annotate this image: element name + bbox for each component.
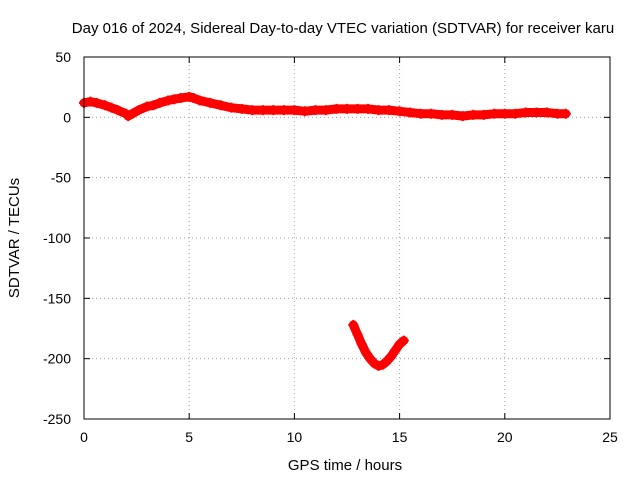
data-point <box>194 95 205 106</box>
data-point <box>163 95 174 106</box>
data-point <box>560 108 571 119</box>
data-point <box>478 109 489 120</box>
series-0 <box>79 91 571 122</box>
y-tick-label: 50 <box>55 49 71 65</box>
data-point <box>373 105 384 116</box>
data-point <box>531 107 542 118</box>
data-point <box>356 339 367 350</box>
data-point <box>215 100 226 111</box>
data-point <box>405 107 416 118</box>
chart-title: Day 016 of 2024, Sidereal Day-to-day VTE… <box>72 20 614 37</box>
data-point <box>499 108 510 119</box>
data-point <box>175 93 186 104</box>
data-point <box>541 107 552 118</box>
axis-ticks: 0 5 10 15 20 25 50 0 -50 -100 -150 -200 -250 <box>43 49 618 445</box>
data-points <box>79 91 571 371</box>
data-point <box>468 109 479 120</box>
data-point <box>154 97 165 108</box>
data-point <box>169 94 180 105</box>
data-point <box>331 103 342 114</box>
data-point <box>384 105 395 116</box>
data-point <box>257 105 268 116</box>
data-point <box>188 93 199 104</box>
data-point <box>289 105 300 116</box>
y-tick-label: -150 <box>43 290 71 306</box>
x-tick-label: 25 <box>602 429 618 445</box>
data-point <box>386 351 397 362</box>
data-point <box>278 105 289 116</box>
data-point <box>510 108 521 119</box>
data-point <box>91 97 102 108</box>
x-axis-label: GPS time / hours <box>288 457 402 474</box>
data-point <box>247 105 258 116</box>
data-point <box>390 345 401 356</box>
x-tick-label: 0 <box>80 429 88 445</box>
data-point <box>447 109 458 120</box>
y-axis-label: SDTVAR / TECUs <box>6 178 23 298</box>
data-point <box>148 100 159 111</box>
data-point <box>352 329 363 340</box>
data-point <box>363 103 374 114</box>
data-point <box>348 319 359 330</box>
data-point <box>360 347 371 358</box>
x-tick-label: 5 <box>185 429 193 445</box>
data-point <box>106 102 117 113</box>
data-point <box>520 107 531 118</box>
data-point <box>236 103 247 114</box>
data-point <box>100 100 111 111</box>
data-point <box>394 106 405 117</box>
data-point <box>552 108 563 119</box>
series-1 <box>348 319 409 371</box>
y-tick-label: -50 <box>51 170 71 186</box>
data-point <box>352 103 363 114</box>
data-point <box>489 108 500 119</box>
data-point <box>268 105 279 116</box>
data-point <box>133 105 144 116</box>
y-tick-label: 0 <box>63 109 71 125</box>
data-point <box>426 108 437 119</box>
data-point <box>226 102 237 113</box>
data-point <box>457 111 468 122</box>
y-tick-label: -250 <box>43 411 71 427</box>
data-point <box>127 108 138 119</box>
data-point <box>299 106 310 117</box>
data-point <box>85 96 96 107</box>
data-point <box>310 105 321 116</box>
data-point <box>415 108 426 119</box>
x-tick-label: 20 <box>497 429 513 445</box>
data-point <box>342 103 352 114</box>
data-point <box>112 105 123 116</box>
x-tick-label: 15 <box>392 429 408 445</box>
y-tick-label: -200 <box>43 351 71 367</box>
data-point <box>142 101 153 112</box>
y-tick-label: -100 <box>43 230 71 246</box>
data-point <box>436 109 447 120</box>
data-point <box>205 97 216 108</box>
data-point <box>320 105 331 116</box>
x-tick-label: 10 <box>287 429 303 445</box>
data-point <box>398 335 409 346</box>
